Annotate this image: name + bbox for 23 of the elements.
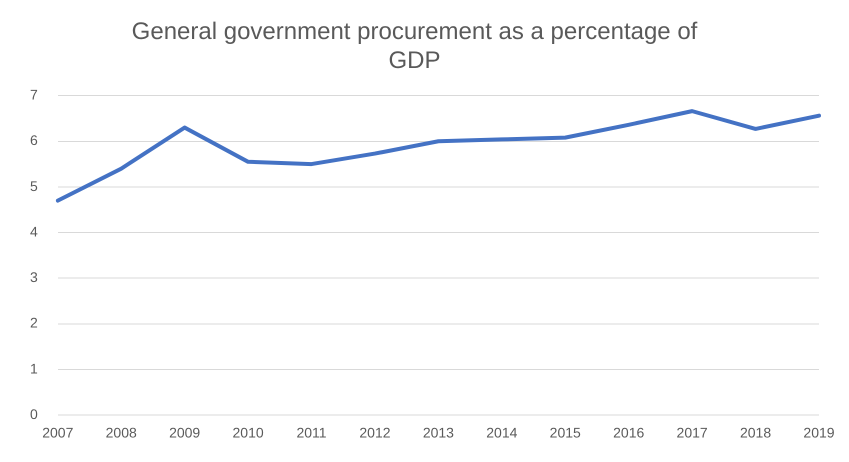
- x-tick-label: 2011: [296, 424, 327, 440]
- x-tick-label: 2010: [232, 424, 264, 440]
- x-tick-label: 2012: [359, 424, 391, 440]
- x-tick-label: 2015: [550, 424, 582, 440]
- y-tick-label: 6: [30, 132, 38, 148]
- y-tick-label: 5: [30, 178, 38, 194]
- x-tick-label: 2013: [422, 424, 454, 440]
- x-tick-label: 2014: [486, 424, 518, 440]
- text: GDP: [388, 46, 441, 74]
- x-tick-label: 2018: [740, 424, 772, 440]
- x-tick-label: 2008: [106, 424, 137, 440]
- x-tick-label: 2007: [42, 424, 74, 440]
- x-tick-label: 2019: [803, 424, 835, 440]
- y-tick-label: 4: [30, 223, 38, 240]
- y-tick-label: 0: [30, 406, 38, 422]
- y-tick-label: 1: [30, 360, 38, 376]
- x-tick-label: 2009: [169, 424, 200, 440]
- y-tick-label: 3: [30, 269, 38, 286]
- text: General government procurement as a percentage of: [132, 18, 698, 46]
- y-tick-label: 2: [30, 314, 38, 331]
- y-tick-label: 7: [30, 86, 38, 102]
- x-tick-label: 2016: [613, 424, 644, 440]
- x-tick-label: 2017: [676, 424, 708, 440]
